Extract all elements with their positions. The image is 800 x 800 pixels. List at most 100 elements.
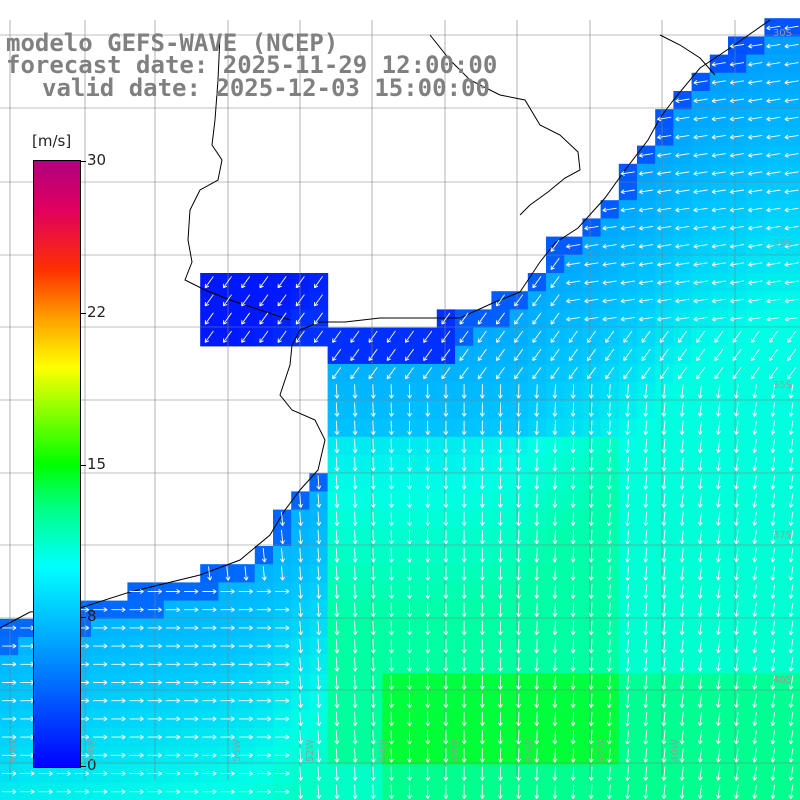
wind-arrow	[184, 680, 199, 685]
wind-arrow	[352, 529, 358, 545]
wind-arrow	[516, 529, 522, 545]
wind-arrow	[729, 80, 745, 85]
wind-arrow	[657, 298, 672, 304]
wind-arrow	[407, 511, 412, 526]
wind-arrow	[256, 771, 272, 776]
wind-arrow	[693, 152, 708, 158]
wind-arrow	[495, 367, 505, 380]
wind-arrow	[766, 207, 781, 213]
wind-arrow	[715, 384, 721, 399]
wind-arrow	[584, 262, 599, 267]
lon-label: 52W	[305, 739, 316, 762]
wind-arrow	[588, 384, 594, 399]
wind-arrow	[370, 402, 376, 417]
wind-arrow	[570, 784, 576, 799]
wind-arrow	[352, 402, 358, 417]
wind-arrow	[516, 420, 522, 435]
wind-arrow	[313, 330, 323, 343]
wind-arrow	[220, 734, 235, 740]
wind-arrow	[2, 680, 17, 685]
wind-arrow	[715, 420, 721, 435]
wind-arrow	[734, 602, 739, 617]
wind-arrow	[661, 384, 667, 399]
wind-arrow	[516, 711, 522, 727]
wind-arrow	[748, 262, 763, 267]
wind-arrow	[497, 784, 503, 799]
wind-arrow	[605, 330, 615, 343]
wind-arrow	[238, 661, 253, 667]
wind-arrow	[693, 298, 708, 304]
wind-arrow	[625, 493, 631, 508]
wind-arrow	[784, 61, 799, 67]
wind-arrow	[620, 298, 635, 304]
wind-arrow	[184, 589, 199, 594]
wind-arrow	[222, 312, 232, 325]
wind-arrow	[388, 529, 394, 545]
wind-arrow	[316, 748, 322, 763]
wind-arrow	[643, 566, 649, 581]
wind-arrow	[638, 189, 654, 195]
wind-arrow	[643, 420, 649, 435]
wind-arrow	[788, 784, 794, 799]
wind-arrow	[766, 116, 781, 122]
wind-arrow	[675, 134, 690, 140]
wind-arrow	[497, 639, 503, 654]
lon-label: 42W	[596, 739, 607, 762]
wind-arrow	[675, 262, 690, 267]
wind-arrow	[643, 784, 649, 799]
wind-arrow	[623, 330, 633, 343]
wind-arrow	[370, 493, 376, 508]
wind-arrow	[641, 367, 651, 380]
wind-arrow	[165, 625, 181, 631]
wind-arrow	[298, 784, 304, 799]
wind-arrow	[606, 675, 612, 690]
wind-arrow	[352, 620, 358, 636]
wind-arrow	[241, 276, 251, 289]
graticule	[0, 20, 800, 780]
wind-arrow	[443, 730, 449, 745]
wind-arrow	[696, 367, 706, 380]
wind-arrow	[461, 711, 467, 727]
wind-arrow	[734, 511, 739, 526]
wind-arrow	[788, 548, 794, 563]
wind-arrow	[693, 280, 708, 286]
wind-arrow	[661, 511, 667, 526]
wind-arrow	[479, 566, 485, 581]
wind-arrow	[425, 602, 431, 617]
wind-arrow	[588, 420, 594, 435]
wind-arrow	[2, 698, 17, 704]
wind-arrow	[316, 675, 322, 690]
wind-arrow	[532, 348, 542, 362]
wind-arrow	[570, 493, 576, 508]
wind-arrow	[768, 367, 778, 380]
wind-arrow	[661, 438, 667, 454]
wind-arrow	[238, 589, 253, 594]
wind-arrow	[334, 511, 340, 526]
wind-arrow	[679, 584, 685, 599]
wind-arrow	[748, 225, 763, 231]
wind-arrow	[748, 207, 763, 213]
wind-arrow	[586, 367, 596, 380]
wind-arrow	[570, 620, 576, 636]
wind-arrow	[661, 711, 667, 727]
wind-arrow	[770, 475, 776, 490]
wind-arrow	[638, 262, 654, 267]
wind-arrow	[316, 529, 322, 545]
wind-arrow	[388, 566, 394, 581]
wind-arrow	[443, 402, 449, 417]
wind-arrow	[497, 384, 503, 399]
wind-arrow	[697, 584, 703, 599]
wind-arrow	[184, 771, 199, 776]
wind-arrow	[516, 457, 522, 472]
wind-arrow	[697, 620, 703, 636]
wind-arrow	[715, 675, 721, 690]
wind-cell	[782, 782, 800, 800]
wind-arrow	[129, 771, 144, 776]
wind-arrow	[750, 367, 760, 380]
wind-arrow	[550, 276, 560, 289]
wind-arrow	[734, 493, 739, 508]
wind-arrow	[207, 566, 213, 581]
wind-arrow	[734, 420, 739, 435]
wind-arrow	[202, 789, 217, 795]
wind-arrow	[165, 752, 181, 758]
